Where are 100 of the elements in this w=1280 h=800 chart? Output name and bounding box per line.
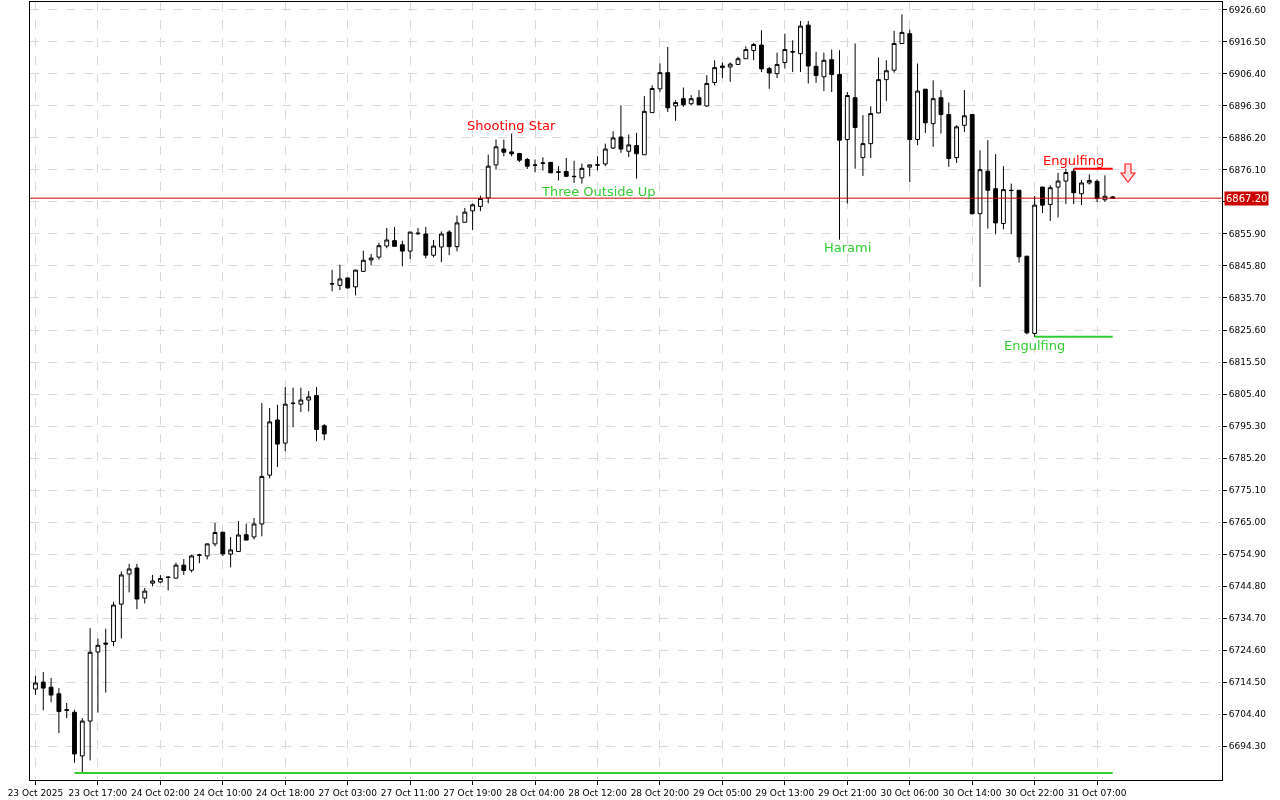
candlestick: [95, 638, 101, 713]
candlestick: [1071, 168, 1077, 205]
y-tick-label: 6714.50: [1228, 677, 1267, 688]
candlestick: [704, 74, 710, 108]
candlestick: [56, 687, 62, 734]
y-tick-label: 6815.50: [1228, 357, 1267, 368]
y-tick-label: 6886.20: [1228, 133, 1267, 144]
y-tick-label: 6754.90: [1228, 549, 1267, 560]
annotation: Shooting Star: [467, 118, 557, 133]
x-tick-label: 28 Oct 12:00: [568, 787, 628, 798]
candlestick: [813, 51, 819, 84]
x-tick-label: 24 Oct 02:00: [131, 787, 190, 798]
candlestick: [634, 132, 639, 180]
candlestick: [657, 62, 663, 93]
candlestick: [844, 91, 850, 205]
candlestick: [415, 227, 421, 236]
candlestick: [946, 101, 952, 168]
candlestick: [142, 587, 148, 604]
candlestick: [228, 536, 234, 568]
candlestick: [290, 387, 296, 428]
candlestick: [899, 13, 905, 45]
x-tick-label: 31 Oct 07:00: [1067, 787, 1127, 798]
candlestick: [649, 84, 655, 114]
candlestick: [251, 517, 257, 540]
x-tick-label: 27 Oct 03:00: [318, 787, 378, 798]
candlestick: [454, 215, 460, 252]
candlestick: [399, 240, 405, 267]
candlestick: [1016, 189, 1022, 263]
candlestick: [1040, 186, 1045, 214]
candlestick: [751, 42, 757, 61]
candlestick: [64, 702, 70, 719]
x-tick-label: 29 Oct 21:00: [817, 787, 877, 798]
candlestick: [954, 124, 959, 164]
x-tick-label: 30 Oct 06:00: [880, 787, 940, 798]
candlestick: [759, 29, 764, 73]
candlestick: [790, 39, 796, 73]
candlestick: [173, 562, 179, 579]
candlestick: [860, 114, 866, 177]
y-tick-label: 6926.60: [1228, 5, 1267, 16]
y-tick-label: 6694.30: [1228, 741, 1267, 752]
candlestick: [462, 207, 468, 224]
candlestick: [236, 520, 241, 553]
candlestick: [766, 66, 772, 90]
candlestick: [181, 558, 187, 576]
candlestick: [103, 628, 109, 694]
candlestick: [87, 627, 93, 761]
candlestick: [275, 404, 280, 468]
candlestick: [376, 242, 382, 261]
candlestick: [111, 601, 116, 647]
candlestick: [930, 79, 936, 148]
candlestick: [345, 276, 351, 290]
annotation: Engulfing: [1043, 153, 1105, 168]
candlestick: [353, 269, 358, 296]
candlestick: [868, 105, 874, 159]
candlestick: [360, 250, 366, 273]
candlestick: [1094, 178, 1100, 203]
candlestick: [548, 161, 554, 174]
candlestick: [743, 45, 749, 60]
y-tick-label: 6785.20: [1228, 453, 1267, 464]
candlestick: [696, 89, 702, 106]
candlestick: [384, 227, 390, 249]
candlestick: [798, 20, 803, 73]
candlestick: [618, 104, 624, 154]
x-tick-label: 23 Oct 17:00: [68, 787, 128, 798]
candlestick: [993, 153, 999, 235]
candlestick: [610, 130, 616, 150]
candlestick: [673, 99, 678, 122]
candlestick: [431, 239, 436, 258]
candlestick: [493, 139, 499, 171]
candlestick: [33, 675, 38, 696]
candlestick: [915, 62, 920, 146]
y-tick-label: 6765.00: [1228, 517, 1267, 528]
candlestick: [907, 29, 913, 183]
candlestick: [829, 49, 835, 93]
candlestick: [267, 407, 273, 479]
y-tick-label: 6775.10: [1228, 485, 1267, 496]
candlestick: [1079, 179, 1084, 206]
y-tick-label: 6724.60: [1228, 645, 1267, 656]
x-tick-label: 24 Oct 10:00: [193, 787, 253, 798]
y-tick-label: 6876.10: [1228, 165, 1267, 176]
candlestick: [220, 531, 226, 557]
candlestick: [204, 543, 210, 560]
candlestick: [969, 114, 975, 216]
x-tick-label: 23 Oct 2025: [7, 787, 64, 798]
y-tick-label: 6835.70: [1228, 293, 1267, 304]
candlestick: [118, 570, 124, 639]
candlestick: [259, 402, 265, 537]
candlestick: [478, 195, 483, 212]
candlestick: [368, 253, 374, 266]
candlestick: [392, 226, 397, 247]
candlestick: [579, 163, 585, 185]
y-tick-label: 6795.30: [1228, 421, 1267, 432]
candlestick: [876, 56, 881, 114]
x-tick-label: 27 Oct 19:00: [443, 787, 503, 798]
candlestick: [1032, 195, 1038, 338]
candlestick: [509, 133, 515, 157]
y-tick-label: 6734.70: [1228, 613, 1267, 624]
candlestick: [782, 33, 788, 70]
candlestick: [532, 159, 538, 173]
candlestick: [79, 717, 85, 774]
